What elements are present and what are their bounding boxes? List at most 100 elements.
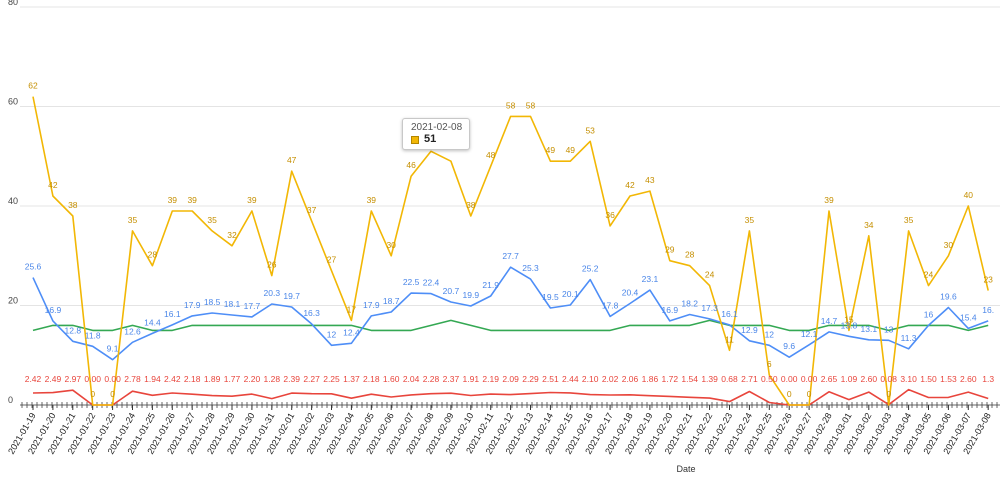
- data-label-blue: 12.6: [124, 326, 141, 336]
- data-label-red: 2.97: [65, 374, 82, 384]
- data-label-blue: 13.8: [841, 320, 858, 330]
- hover-tooltip: 2021-02-08 51: [402, 118, 470, 150]
- data-label-red: 2.78: [124, 374, 141, 384]
- data-label-blue: 20.4: [622, 288, 639, 298]
- data-label-blue: 22.5: [403, 277, 420, 287]
- series-line-red: [32, 388, 989, 406]
- data-label-yellow: 38: [68, 200, 78, 210]
- series-line-green: [32, 319, 989, 332]
- y-tick-label: 60: [8, 97, 18, 107]
- data-label-yellow: 24: [924, 270, 934, 280]
- data-label-blue: 9.6: [783, 341, 795, 351]
- data-label-blue: 16.1: [721, 309, 738, 319]
- data-label-blue: 16: [924, 309, 934, 319]
- data-label-red: 2.49: [45, 374, 62, 384]
- data-label-red: 2.65: [821, 374, 838, 384]
- data-label-red: 1.28: [264, 374, 281, 384]
- data-label-blue: 20.3: [264, 288, 281, 298]
- data-label-yellow: 42: [48, 180, 58, 190]
- data-label-yellow: 32: [227, 230, 237, 240]
- data-label-yellow: 36: [605, 210, 615, 220]
- data-label-red: 2.27: [303, 374, 320, 384]
- data-label-red: 0.00: [781, 374, 798, 384]
- data-label-blue: 18.7: [383, 296, 400, 306]
- data-label-blue: 12.4: [343, 327, 360, 337]
- tooltip-series-swatch: [411, 136, 419, 144]
- data-label-blue: 21.9: [482, 280, 499, 290]
- data-label-blue: 17.3: [701, 303, 718, 313]
- data-label-red: 2.29: [522, 374, 539, 384]
- data-label-red: 2.18: [184, 374, 201, 384]
- data-label-blue: 14.4: [144, 317, 161, 327]
- data-label-blue: 16.9: [662, 305, 679, 315]
- data-label-red: 0.68: [721, 374, 738, 384]
- data-label-blue: 14.7: [821, 316, 838, 326]
- data-label-yellow: 43: [645, 175, 655, 185]
- data-label-yellow: 15: [844, 314, 854, 324]
- data-label-red: 1.94: [144, 374, 161, 384]
- data-label-yellow: 38: [466, 200, 476, 210]
- data-label-red: 2.20: [244, 374, 261, 384]
- data-label-yellow: 30: [386, 240, 396, 250]
- data-label-yellow: 35: [207, 215, 217, 225]
- x-axis: 2021-01-192021-01-202021-01-212021-01-22…: [6, 402, 1000, 456]
- data-label-yellow: 53: [585, 125, 595, 135]
- data-label-red: 1.3: [982, 374, 994, 384]
- data-label-yellow: 49: [546, 145, 556, 155]
- data-label-blue: 17.9: [363, 300, 380, 310]
- data-label-blue: 16.3: [303, 308, 320, 318]
- y-axis: 0 20 40 60 80: [8, 0, 18, 405]
- tooltip-value: 51: [424, 133, 437, 145]
- data-labels: 62 42 38 0 0 35 28 39 39 35 32 39 26 47 37 27 17 39 30 46 38…: [25, 81, 995, 399]
- data-label-blue: 12.9: [741, 325, 758, 335]
- data-label-yellow: 28: [148, 250, 158, 260]
- data-label-red: 2.02: [602, 374, 619, 384]
- data-label-red: 2.60: [960, 374, 977, 384]
- data-label-yellow: 35: [128, 215, 138, 225]
- data-label-blue: 25.6: [25, 262, 42, 272]
- data-label-red: 2.06: [622, 374, 639, 384]
- y-tick-label: 0: [8, 395, 13, 405]
- data-label-yellow: 27: [327, 255, 337, 265]
- data-label-blue: 25.3: [522, 263, 539, 273]
- data-label-red: 1.37: [343, 374, 360, 384]
- data-label-red: 0.00: [84, 374, 101, 384]
- data-label-red: 0.00: [801, 374, 818, 384]
- data-label-red: 1.50: [920, 374, 937, 384]
- data-label-blue: 17.8: [602, 300, 619, 310]
- data-label-red: 0.50: [761, 374, 778, 384]
- grid-lines: [20, 6, 1000, 406]
- data-label-blue: 12: [327, 329, 337, 339]
- y-tick-label: 40: [8, 196, 18, 206]
- data-label-blue: 18.1: [224, 299, 241, 309]
- data-label-yellow: 39: [824, 195, 834, 205]
- data-label-red: 1.72: [662, 374, 679, 384]
- data-label-red: 1.60: [383, 374, 400, 384]
- data-label-red: 1.91: [463, 374, 480, 384]
- data-label-blue: 16.1: [164, 309, 181, 319]
- data-label-blue: 20.1: [562, 289, 579, 299]
- data-label-red: 2.19: [482, 374, 499, 384]
- data-label-red: 2.44: [562, 374, 579, 384]
- data-label-yellow: 46: [406, 160, 416, 170]
- series-line-yellow: [32, 96, 989, 406]
- data-label-yellow: 35: [745, 215, 755, 225]
- y-tick-label: 80: [8, 0, 18, 7]
- data-label-yellow: 30: [944, 240, 954, 250]
- data-label-red: 2.60: [861, 374, 878, 384]
- data-label-yellow: 39: [168, 195, 178, 205]
- data-label-yellow: 0: [886, 389, 891, 399]
- x-axis-title: Date: [676, 464, 695, 474]
- data-label-yellow: 34: [864, 220, 874, 230]
- data-label-red: 2.71: [741, 374, 758, 384]
- data-label-yellow: 23: [983, 275, 993, 285]
- data-label-blue: 13.1: [861, 324, 878, 334]
- data-label-red: 1.86: [642, 374, 659, 384]
- data-label-yellow: 49: [566, 145, 576, 155]
- y-tick-label: 20: [8, 296, 18, 306]
- data-label-yellow: 42: [625, 180, 635, 190]
- data-label-blue: 19.7: [283, 291, 300, 301]
- data-label-blue: 13: [884, 324, 894, 334]
- data-label-red: 2.25: [323, 374, 340, 384]
- data-label-red: 1.77: [224, 374, 241, 384]
